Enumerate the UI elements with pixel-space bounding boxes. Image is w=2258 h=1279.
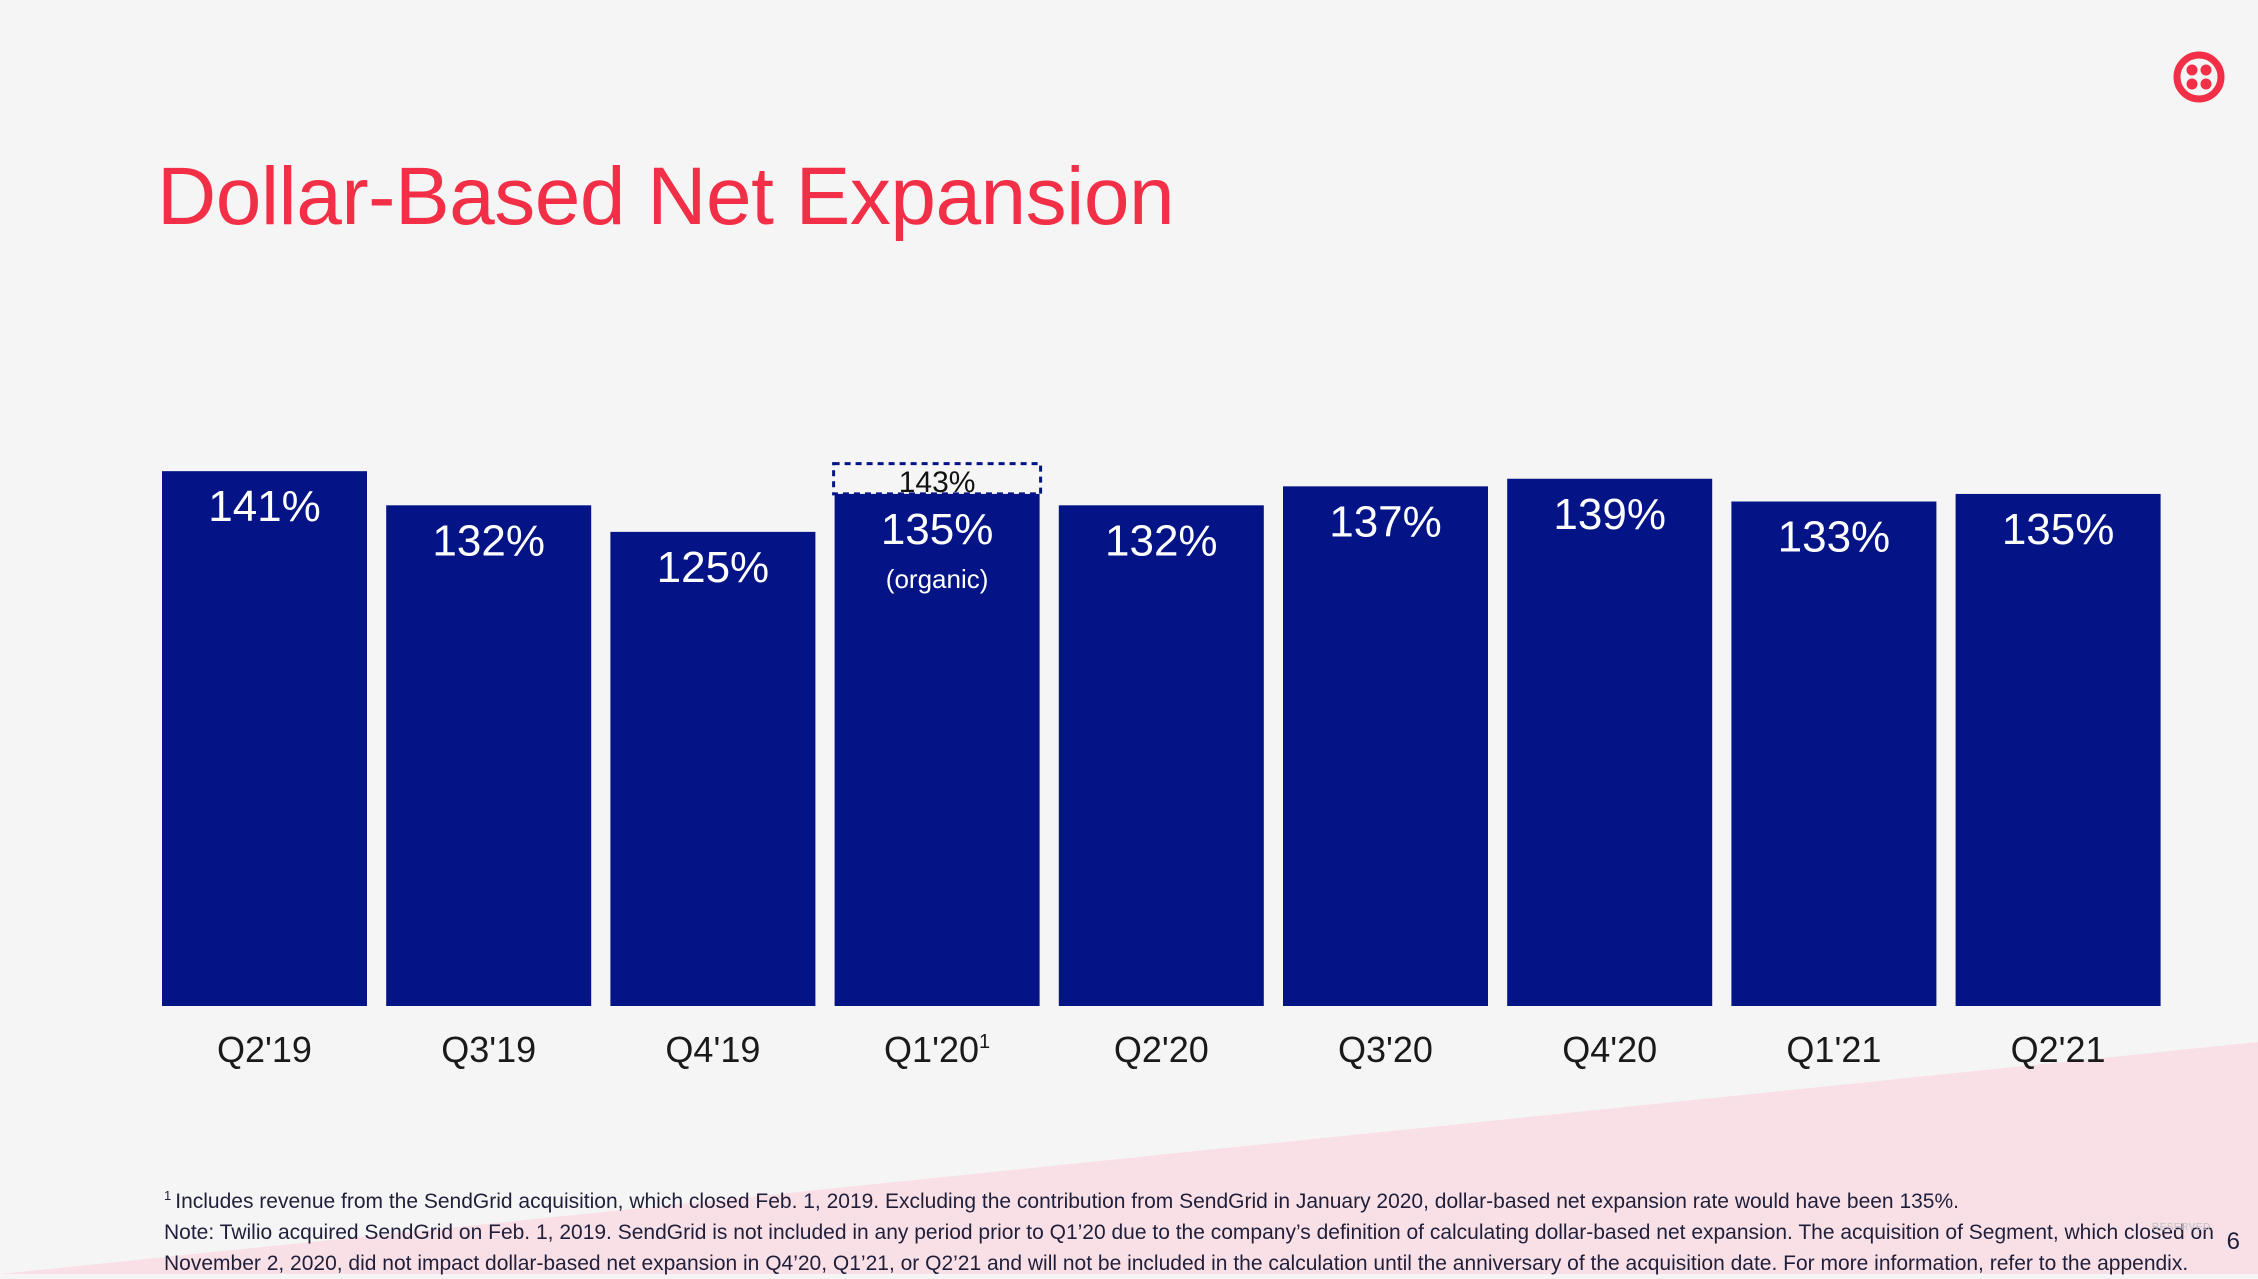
- bar-5: [1058, 505, 1264, 1006]
- x-tick-label: Q2'21: [2011, 1029, 2106, 1070]
- bar-2: [386, 505, 592, 1006]
- annotation-label: 143%: [899, 466, 976, 499]
- bar-sublabel: (organic): [886, 564, 989, 594]
- bar-value-label: 132%: [1105, 516, 1218, 565]
- x-tick-label: Q4'20: [1562, 1029, 1657, 1070]
- bar-9: [1955, 493, 2161, 1006]
- copyright-text: RESERVED.: [2151, 1222, 2214, 1233]
- page-number: 6: [2226, 1228, 2240, 1255]
- x-tick-label: Q1'201: [884, 1029, 990, 1070]
- footnote-note-line-1: Note: Twilio acquired SendGrid on Feb. 1…: [164, 1221, 2214, 1244]
- bar-value-label: 135%: [881, 505, 994, 554]
- annotation-dashed-box: [832, 462, 1043, 496]
- bar-4: [834, 493, 1040, 1006]
- bar-8: [1731, 501, 1937, 1006]
- bar-1: [162, 471, 367, 1006]
- twilio-logo-icon: [2172, 50, 2226, 104]
- bar-value-label: 125%: [657, 543, 770, 592]
- bar-value-label: 137%: [1329, 497, 1442, 546]
- bar-6: [1283, 486, 1488, 1006]
- x-tick-label: Q3'20: [1338, 1029, 1433, 1070]
- footnote-1-text: Includes revenue from the SendGrid acqui…: [175, 1190, 1959, 1213]
- bar-value-label: 141%: [208, 482, 321, 531]
- x-tick-label: Q3'19: [441, 1029, 536, 1070]
- bar-value-label: 133%: [1778, 513, 1891, 562]
- bar-value-label: 135%: [2002, 505, 2115, 554]
- bar-value-label: 139%: [1553, 490, 1666, 539]
- bar-3: [610, 531, 816, 1006]
- x-tick-label: Q1'21: [1786, 1029, 1881, 1070]
- bar-value-label: 132%: [432, 516, 545, 565]
- footnote-note-line-2: November 2, 2020, did not impact dollar-…: [164, 1252, 2189, 1275]
- x-tick-label: Q2'19: [217, 1029, 312, 1070]
- x-tick-label: Q4'19: [665, 1029, 760, 1070]
- x-tick-label: Q2'20: [1114, 1029, 1209, 1070]
- page-title: Dollar-Based Net Expansion: [157, 151, 1175, 242]
- bar-7: [1507, 478, 1713, 1006]
- footnotes: 1 Includes revenue from the SendGrid acqu…: [164, 1180, 2214, 1279]
- footnote-1: 1 Includes revenue from the SendGrid acqu…: [164, 1180, 2184, 1217]
- footnote-marker: 1: [164, 1188, 172, 1203]
